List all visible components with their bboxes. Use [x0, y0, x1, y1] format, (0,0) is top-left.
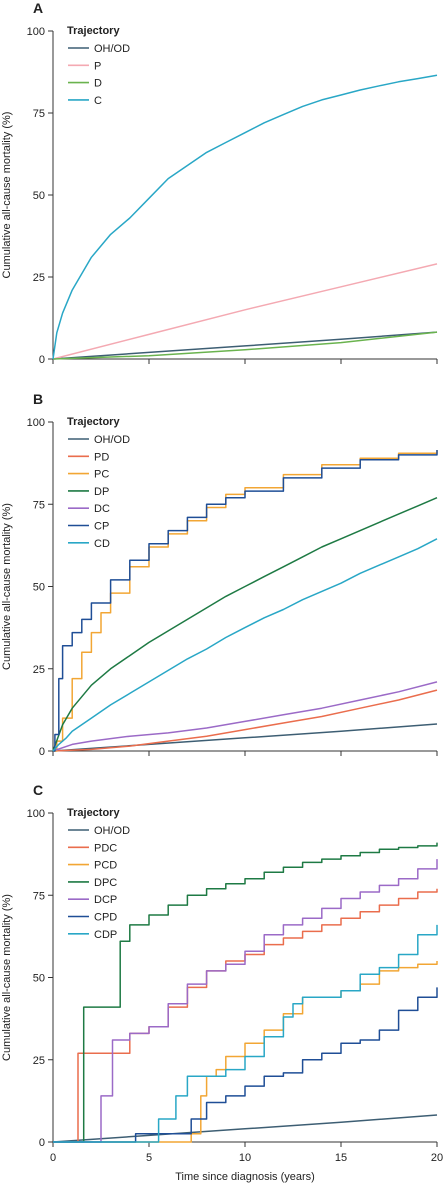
series-line-dpc	[53, 842, 438, 1143]
legend-label: DC	[94, 503, 110, 515]
legend: Trajectory OH/OD PDC PCD DPC DCP CPD CDP	[67, 807, 130, 941]
y-tick-label: 50	[33, 190, 45, 202]
legend-label: PCD	[94, 860, 117, 872]
series-line-dp	[52, 497, 438, 752]
y-tick-label: 25	[33, 664, 45, 676]
x-tick-label: 0	[50, 1152, 56, 1164]
legend: Trajectory OH/OD PD PC DP DC CP CD	[67, 416, 130, 550]
legend-label: C	[94, 95, 102, 107]
panel-b: B Cumulative all-cause mortality (%) 0 25 50…	[1, 391, 438, 758]
panel-label: B	[33, 391, 43, 407]
legend-title: Trajectory	[67, 807, 120, 819]
panel-label: C	[33, 782, 43, 798]
series-line-d	[52, 331, 438, 360]
series-line-cd	[52, 538, 438, 752]
series-line-cpd	[53, 987, 438, 1143]
legend-label: D	[94, 78, 102, 90]
x-axis-title: Time since diagnosis (years)	[175, 1171, 315, 1183]
y-tick-label: 100	[27, 808, 45, 820]
y-tick-label: 0	[39, 746, 45, 758]
series-line-pd	[52, 689, 438, 752]
y-axis-title: Cumulative all-cause mortality (%)	[1, 112, 13, 279]
legend-label: CP	[94, 521, 109, 533]
y-tick-label: 100	[27, 417, 45, 429]
panel-label: A	[33, 0, 43, 16]
legend-title: Trajectory	[67, 416, 120, 428]
panel-a: A Cumulative all-cause mortality (%) 0 25 50…	[1, 0, 438, 366]
series-line-pcd	[53, 961, 438, 1143]
x-tick-label: 20	[431, 1152, 443, 1164]
y-tick-label: 75	[33, 890, 45, 902]
y-tick-label: 75	[33, 499, 45, 511]
y-axis-title: Cumulative all-cause mortality (%)	[1, 503, 13, 670]
series-line-oh-od	[52, 1114, 438, 1143]
y-axis-title: Cumulative all-cause mortality (%)	[1, 894, 13, 1061]
y-tick-label: 25	[33, 1055, 45, 1067]
legend-label: OH/OD	[94, 43, 130, 55]
legend-label: OH/OD	[94, 825, 130, 837]
series-line-oh-od	[52, 331, 438, 360]
series-line-dc	[52, 681, 438, 752]
legend-title: Trajectory	[67, 25, 120, 37]
series-line-oh-od	[52, 723, 438, 752]
legend-label: CD	[94, 538, 110, 550]
series-line-cp	[53, 450, 438, 752]
series-line-pdc	[53, 888, 438, 1143]
series-line-p	[52, 263, 438, 360]
legend-label: PDC	[94, 842, 117, 854]
series-line-cdp	[53, 924, 438, 1143]
y-tick-label: 50	[33, 973, 45, 985]
y-tick-label: 50	[33, 582, 45, 594]
x-tick-label: 5	[146, 1152, 152, 1164]
legend-label: CDP	[94, 929, 117, 941]
y-tick-label: 0	[39, 354, 45, 366]
y-tick-label: 75	[33, 108, 45, 120]
legend-label: PC	[94, 469, 109, 481]
legend-label: PD	[94, 451, 109, 463]
x-tick-label: 10	[239, 1152, 251, 1164]
legend-label: DP	[94, 486, 109, 498]
legend-label: DPC	[94, 877, 117, 889]
legend-label: P	[94, 60, 101, 72]
legend-label: CPD	[94, 912, 117, 924]
x-tick-label: 15	[335, 1152, 347, 1164]
series-line-c	[52, 74, 438, 360]
legend: Trajectory OH/OD PDC	[67, 25, 130, 107]
y-tick-label: 100	[27, 26, 45, 38]
series-line-dcp	[53, 859, 438, 1143]
y-tick-label: 0	[39, 1137, 45, 1149]
y-tick-label: 25	[33, 272, 45, 284]
legend-label: DCP	[94, 894, 117, 906]
legend-label: OH/OD	[94, 434, 130, 446]
